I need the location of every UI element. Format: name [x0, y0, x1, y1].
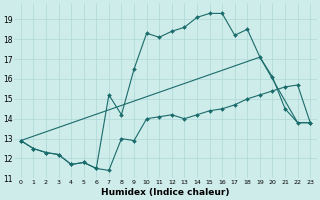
- X-axis label: Humidex (Indice chaleur): Humidex (Indice chaleur): [101, 188, 230, 197]
